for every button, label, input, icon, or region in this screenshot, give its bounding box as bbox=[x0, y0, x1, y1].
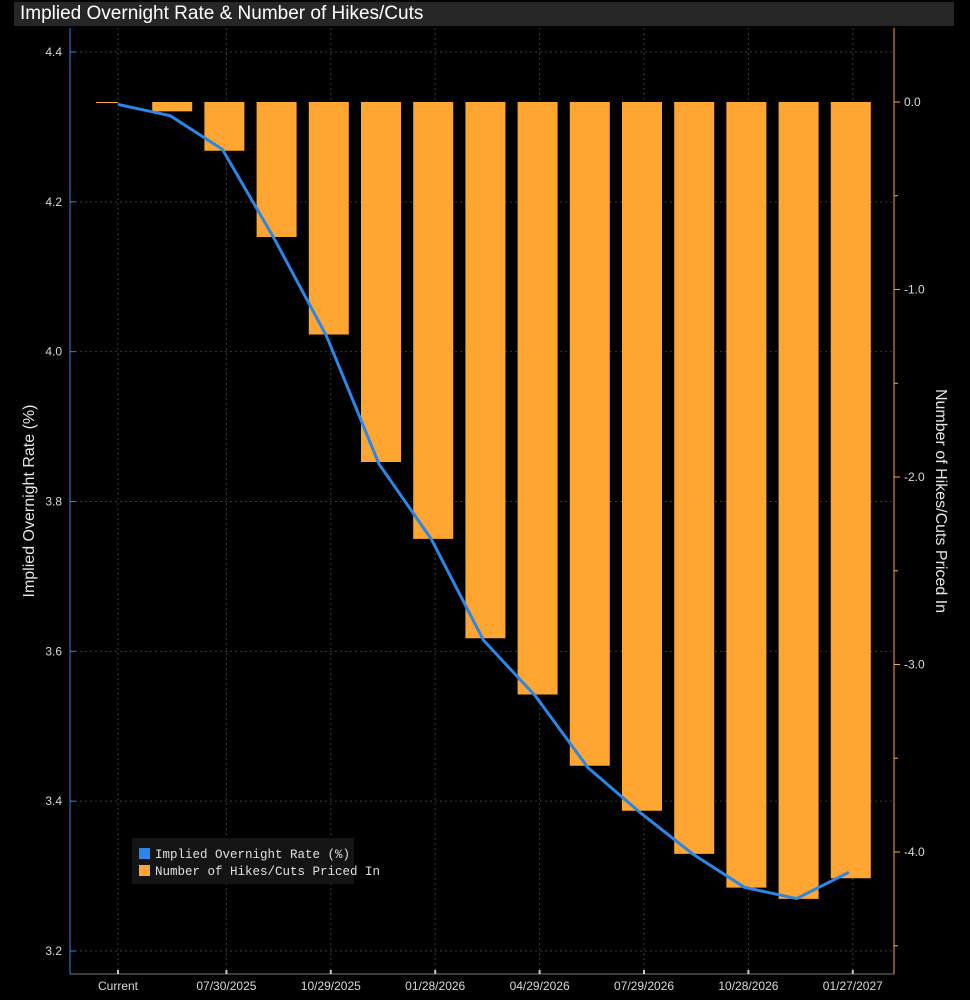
legend-box bbox=[132, 838, 354, 884]
x-tick-label: 04/29/2026 bbox=[510, 979, 570, 993]
bar bbox=[726, 102, 767, 888]
left-tick-label: 3.6 bbox=[45, 644, 62, 658]
bar bbox=[830, 102, 871, 879]
x-tick-label: 10/29/2025 bbox=[301, 979, 361, 993]
legend: Implied Overnight Rate (%) Number of Hik… bbox=[132, 838, 380, 884]
x-tick-label: 10/28/2026 bbox=[718, 979, 778, 993]
right-tick-label: -1.0 bbox=[904, 283, 925, 297]
legend-label-rate: Implied Overnight Rate (%) bbox=[155, 848, 350, 862]
right-tick-label: 0.0 bbox=[904, 95, 921, 109]
legend-swatch-rate bbox=[139, 848, 150, 859]
bar bbox=[413, 102, 454, 539]
left-tick-label: 4.4 bbox=[45, 45, 62, 59]
rate-line bbox=[117, 102, 850, 901]
bar bbox=[308, 102, 349, 335]
left-tick-label: 4.0 bbox=[45, 345, 62, 359]
chart-title: Implied Overnight Rate & Number of Hikes… bbox=[14, 2, 954, 26]
left-axis-title: Implied Overnight Rate (%) bbox=[21, 405, 38, 598]
bar bbox=[622, 102, 662, 811]
line-series bbox=[117, 102, 850, 901]
bar bbox=[96, 102, 118, 103]
right-tick-label: -4.0 bbox=[904, 845, 925, 859]
left-tick-label: 3.4 bbox=[45, 794, 62, 808]
bar bbox=[778, 102, 819, 899]
x-tick-label: 07/29/2026 bbox=[614, 979, 674, 993]
bar bbox=[256, 102, 297, 237]
right-axis-title: Number of Hikes/Cuts Priced In bbox=[932, 389, 949, 613]
bar bbox=[204, 102, 245, 151]
bar bbox=[465, 102, 506, 639]
left-tick-label: 3.8 bbox=[45, 495, 62, 509]
left-tick-label: 4.2 bbox=[45, 195, 62, 209]
left-tick-label: 3.2 bbox=[45, 944, 62, 958]
bar bbox=[361, 102, 401, 462]
axes: 3.2 3.4 3.6 3.8 4.0 4.2 4.4 0.0 -1.0 -2.0 -3.0 -4.0… bbox=[45, 28, 925, 993]
bar bbox=[569, 102, 610, 766]
right-tick-label: -2.0 bbox=[904, 470, 925, 484]
bar-series bbox=[96, 102, 871, 899]
x-tick-label: 07/30/2025 bbox=[196, 979, 256, 993]
bar bbox=[674, 102, 715, 854]
legend-label-hikes-cuts: Number of Hikes/Cuts Priced In bbox=[155, 865, 380, 879]
right-tick-label: -3.0 bbox=[904, 658, 925, 672]
x-tick-label: Current bbox=[98, 979, 139, 993]
x-tick-label: 01/28/2026 bbox=[405, 979, 465, 993]
bar bbox=[517, 102, 558, 695]
x-tick-label: 01/27/2027 bbox=[823, 979, 883, 993]
legend-swatch-hikes-cuts bbox=[139, 865, 150, 876]
bar bbox=[152, 102, 193, 112]
